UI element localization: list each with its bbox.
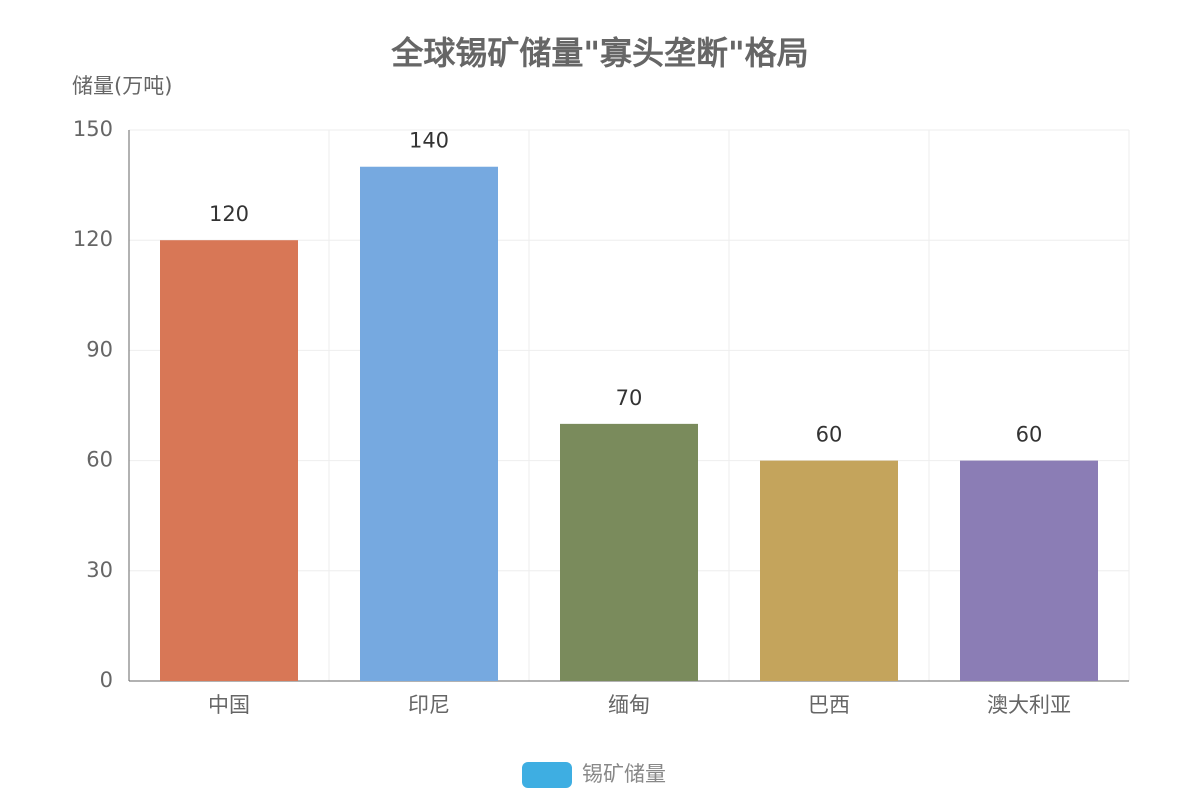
bar (760, 460, 898, 681)
x-tick-label: 巴西 (808, 693, 850, 717)
value-label: 70 (616, 386, 643, 410)
value-label: 140 (409, 129, 449, 153)
x-tick-label: 中国 (208, 693, 250, 717)
value-label: 60 (816, 423, 843, 447)
legend-swatch (522, 762, 572, 788)
y-tick-label: 30 (86, 558, 113, 582)
value-label: 120 (209, 202, 249, 226)
bar (360, 166, 498, 681)
x-tick-label: 缅甸 (608, 693, 650, 717)
y-tick-label: 60 (86, 448, 113, 472)
legend-label: 锡矿储量 (582, 762, 666, 786)
bar (960, 460, 1098, 681)
bar (560, 423, 698, 681)
y-tick-label: 120 (73, 227, 113, 251)
y-tick-label: 0 (100, 668, 113, 692)
x-tick-label: 印尼 (408, 693, 450, 717)
x-tick-label: 澳大利亚 (987, 693, 1071, 717)
bar (160, 240, 298, 681)
chart-title: 全球锡矿储量"寡头垄断"格局 (390, 34, 808, 72)
y-axis-label: 储量(万吨) (72, 74, 172, 98)
value-label: 60 (1016, 423, 1043, 447)
y-tick-label: 150 (73, 117, 113, 141)
y-tick-label: 90 (86, 337, 113, 361)
